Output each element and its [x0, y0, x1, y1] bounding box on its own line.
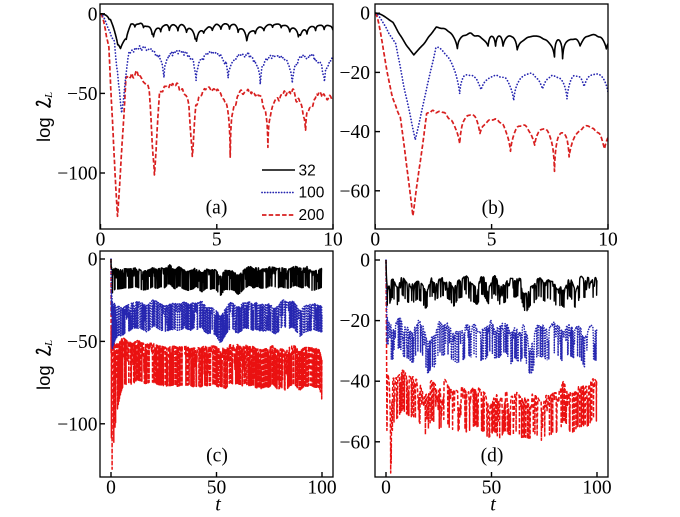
svg-text:−20: −20	[340, 63, 371, 84]
svg-text:t: t	[215, 494, 221, 516]
svg-text:50: 50	[482, 478, 502, 499]
svg-text:0: 0	[88, 4, 98, 25]
svg-text:0: 0	[96, 230, 106, 251]
svg-text:10: 10	[598, 230, 618, 251]
svg-text:−60: −60	[340, 181, 371, 202]
svg-text:(c): (c)	[206, 446, 228, 467]
svg-text:100: 100	[582, 478, 611, 499]
svg-text:(a): (a)	[206, 198, 228, 219]
svg-text:L: L	[43, 92, 55, 99]
svg-text:log: log	[33, 117, 54, 142]
svg-text:−50: −50	[67, 84, 98, 105]
svg-text:0: 0	[88, 250, 98, 271]
svg-text:−40: −40	[340, 372, 371, 393]
svg-text:0: 0	[381, 478, 391, 499]
svg-text:32: 32	[299, 162, 316, 179]
svg-text:10: 10	[323, 230, 343, 251]
svg-text:0: 0	[360, 251, 370, 272]
svg-text:L: L	[43, 340, 55, 347]
svg-text:5: 5	[212, 230, 222, 251]
svg-text:(d): (d)	[481, 446, 504, 467]
svg-text:−20: −20	[340, 311, 371, 332]
svg-text:0: 0	[360, 4, 370, 25]
svg-text:200: 200	[299, 207, 325, 224]
svg-text:0: 0	[106, 478, 116, 499]
svg-text:(b): (b)	[482, 198, 505, 219]
svg-text:−40: −40	[340, 122, 371, 143]
svg-text:5: 5	[487, 230, 497, 251]
svg-text:50: 50	[207, 478, 227, 499]
svg-text:0: 0	[370, 230, 380, 251]
svg-text:100: 100	[299, 185, 325, 202]
svg-text:t: t	[490, 494, 496, 516]
svg-text:100: 100	[307, 478, 336, 499]
svg-text:log: log	[33, 365, 54, 390]
svg-text:−100: −100	[57, 414, 97, 435]
svg-text:−100: −100	[57, 164, 97, 185]
svg-text:−60: −60	[340, 432, 371, 453]
svg-text:−50: −50	[67, 332, 98, 353]
